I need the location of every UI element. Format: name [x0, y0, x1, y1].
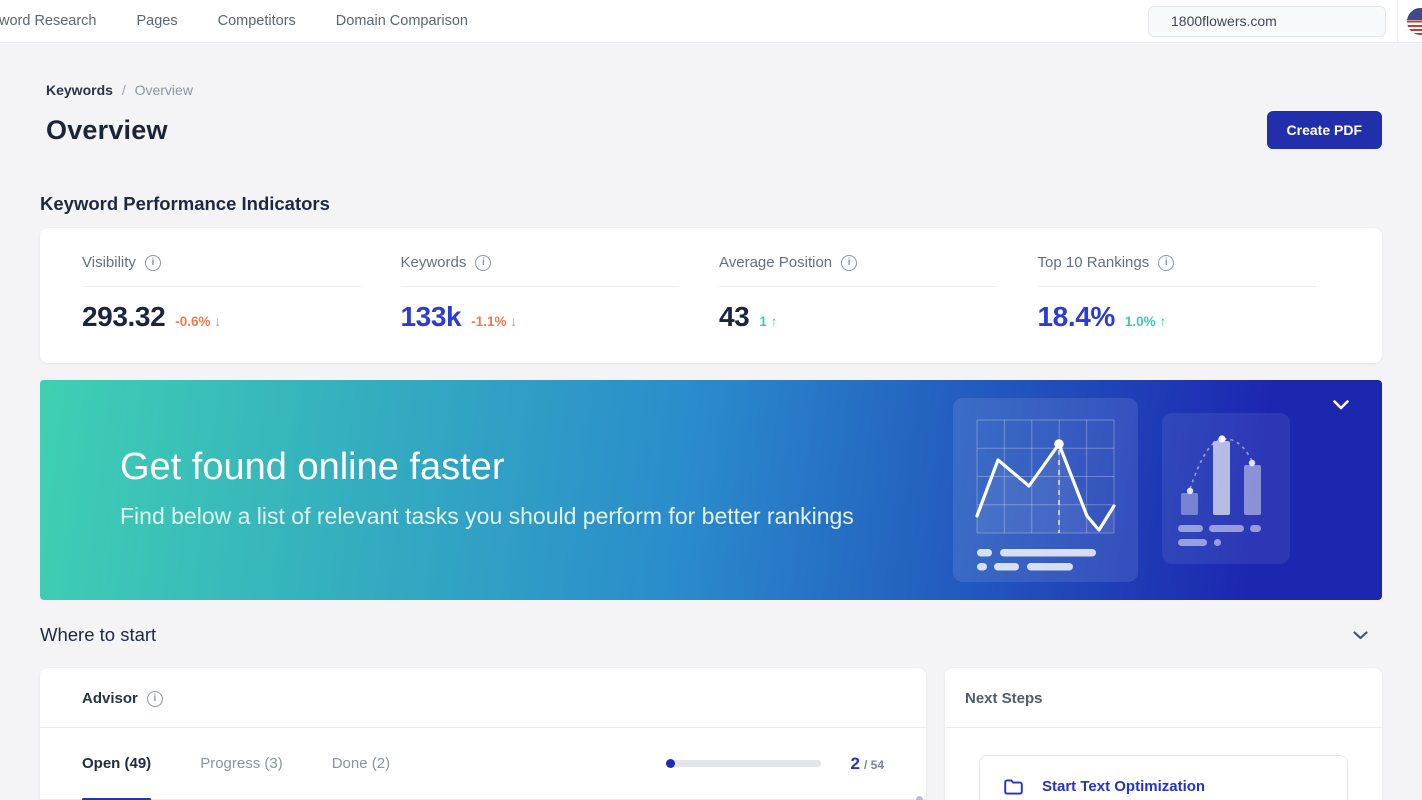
banner-collapse-chevron-icon[interactable] [1333, 400, 1349, 410]
up-arrow-icon: ↑ [1159, 314, 1167, 329]
nav-item-keyword-research[interactable]: Keyword Research [0, 13, 97, 29]
kpi-visibility-label: Visibility [82, 254, 136, 271]
nav-item-domain-comparison[interactable]: Domain Comparison [335, 13, 468, 29]
breadcrumb-current: Overview [134, 82, 193, 98]
kpi-keywords-label: Keywords [400, 254, 467, 271]
kpi-top10-rankings-value[interactable]: 18.4% [1037, 301, 1116, 332]
down-arrow-icon: ↓ [214, 314, 222, 329]
next-steps-title: Next Steps [945, 668, 1382, 728]
banner-title: Get found online faster [120, 446, 505, 488]
topbar-divider [1397, 0, 1398, 42]
divider [400, 286, 679, 287]
tab-done[interactable]: Done (2) [331, 755, 391, 772]
advisor-progress-bar[interactable] [665, 759, 821, 768]
domain-input[interactable] [1149, 13, 1385, 29]
tab-progress[interactable]: Progress (3) [200, 755, 283, 772]
next-steps-item-text-optimization[interactable]: Start Text Optimization [979, 755, 1348, 800]
page-title: Overview [46, 114, 168, 145]
kpi-visibility-value: 293.32 [82, 301, 166, 332]
nav-item-competitors[interactable]: Competitors [217, 13, 296, 29]
create-pdf-button[interactable]: Create PDF [1266, 111, 1382, 149]
advisor-title: Advisor [82, 690, 138, 707]
info-icon[interactable] [146, 690, 163, 707]
breadcrumb-keywords[interactable]: Keywords [46, 82, 113, 98]
advisor-progress-count: 2/ 54 [850, 753, 884, 773]
next-steps-card: Next Steps Start Text Optimization [945, 668, 1382, 800]
kpi-average-position-value: 43 [719, 301, 750, 332]
info-icon[interactable] [475, 254, 492, 271]
advisor-card: Advisor Open (49) Progress (3) Done (2) … [40, 668, 926, 800]
up-arrow-icon: ↑ [770, 314, 778, 329]
kpi-top10-rankings: Top 10 Rankings 18.4% 1.0% ↑ [1037, 254, 1357, 333]
divider [1037, 286, 1316, 287]
info-icon[interactable] [1158, 254, 1175, 271]
banner-subtitle: Find below a list of relevant tasks you … [120, 503, 854, 529]
breadcrumb-separator: / [121, 82, 126, 98]
nav-item-pages[interactable]: Pages [136, 13, 178, 29]
down-arrow-icon: ↓ [510, 314, 517, 329]
kpi-visibility-change: -0.6% ↓ [175, 314, 222, 329]
breadcrumb: Keywords / Overview [46, 82, 1382, 98]
folder-icon [1004, 778, 1023, 795]
advisor-tabs: Open (49) Progress (3) Done (2) 2/ 54 [40, 728, 926, 800]
kpi-keywords: Keywords 133k -1.1% ↓ [400, 254, 720, 333]
kpi-keywords-change: -1.1% ↓ [471, 314, 517, 329]
main-nav: Keyword Research Pages Competitors Domai… [0, 13, 468, 29]
info-icon[interactable] [144, 254, 161, 271]
tab-open[interactable]: Open (49) [82, 728, 152, 800]
kpi-top10-rankings-change: 1.0% ↑ [1124, 314, 1167, 329]
domain-selector[interactable] [1148, 5, 1386, 37]
kpi-average-position-change: 1 ↑ [759, 314, 778, 329]
promo-banner: Get found online faster Find below a lis… [40, 380, 1382, 600]
where-to-start-heading: Where to start [40, 624, 157, 645]
where-to-start-collapse-chevron-icon[interactable] [1353, 630, 1368, 640]
kpi-top10-rankings-label: Top 10 Rankings [1037, 254, 1150, 271]
kpi-visibility: Visibility 293.32 -0.6% ↓ [82, 254, 401, 333]
info-icon[interactable] [841, 254, 858, 271]
line-chart-illustration [953, 398, 1138, 582]
kpi-section-heading: Keyword Performance Indicators [40, 193, 330, 214]
kpi-average-position-label: Average Position [719, 254, 833, 271]
kpi-average-position: Average Position 43 1 ↑ [719, 254, 1038, 333]
advisor-scrollbar-thumb[interactable] [916, 796, 923, 800]
us-flag-icon[interactable] [1407, 7, 1422, 35]
next-steps-item-label[interactable]: Start Text Optimization [1042, 778, 1206, 795]
bar-chart-illustration [1162, 413, 1290, 564]
divider [82, 286, 361, 287]
progress-indicator-dot [665, 759, 675, 768]
divider [719, 286, 998, 287]
top-navigation-bar: Keyword Research Pages Competitors Domai… [0, 0, 1422, 43]
kpi-keywords-value[interactable]: 133k [400, 301, 462, 332]
kpi-card: Visibility 293.32 -0.6% ↓ Keywords 133k … [40, 228, 1382, 363]
